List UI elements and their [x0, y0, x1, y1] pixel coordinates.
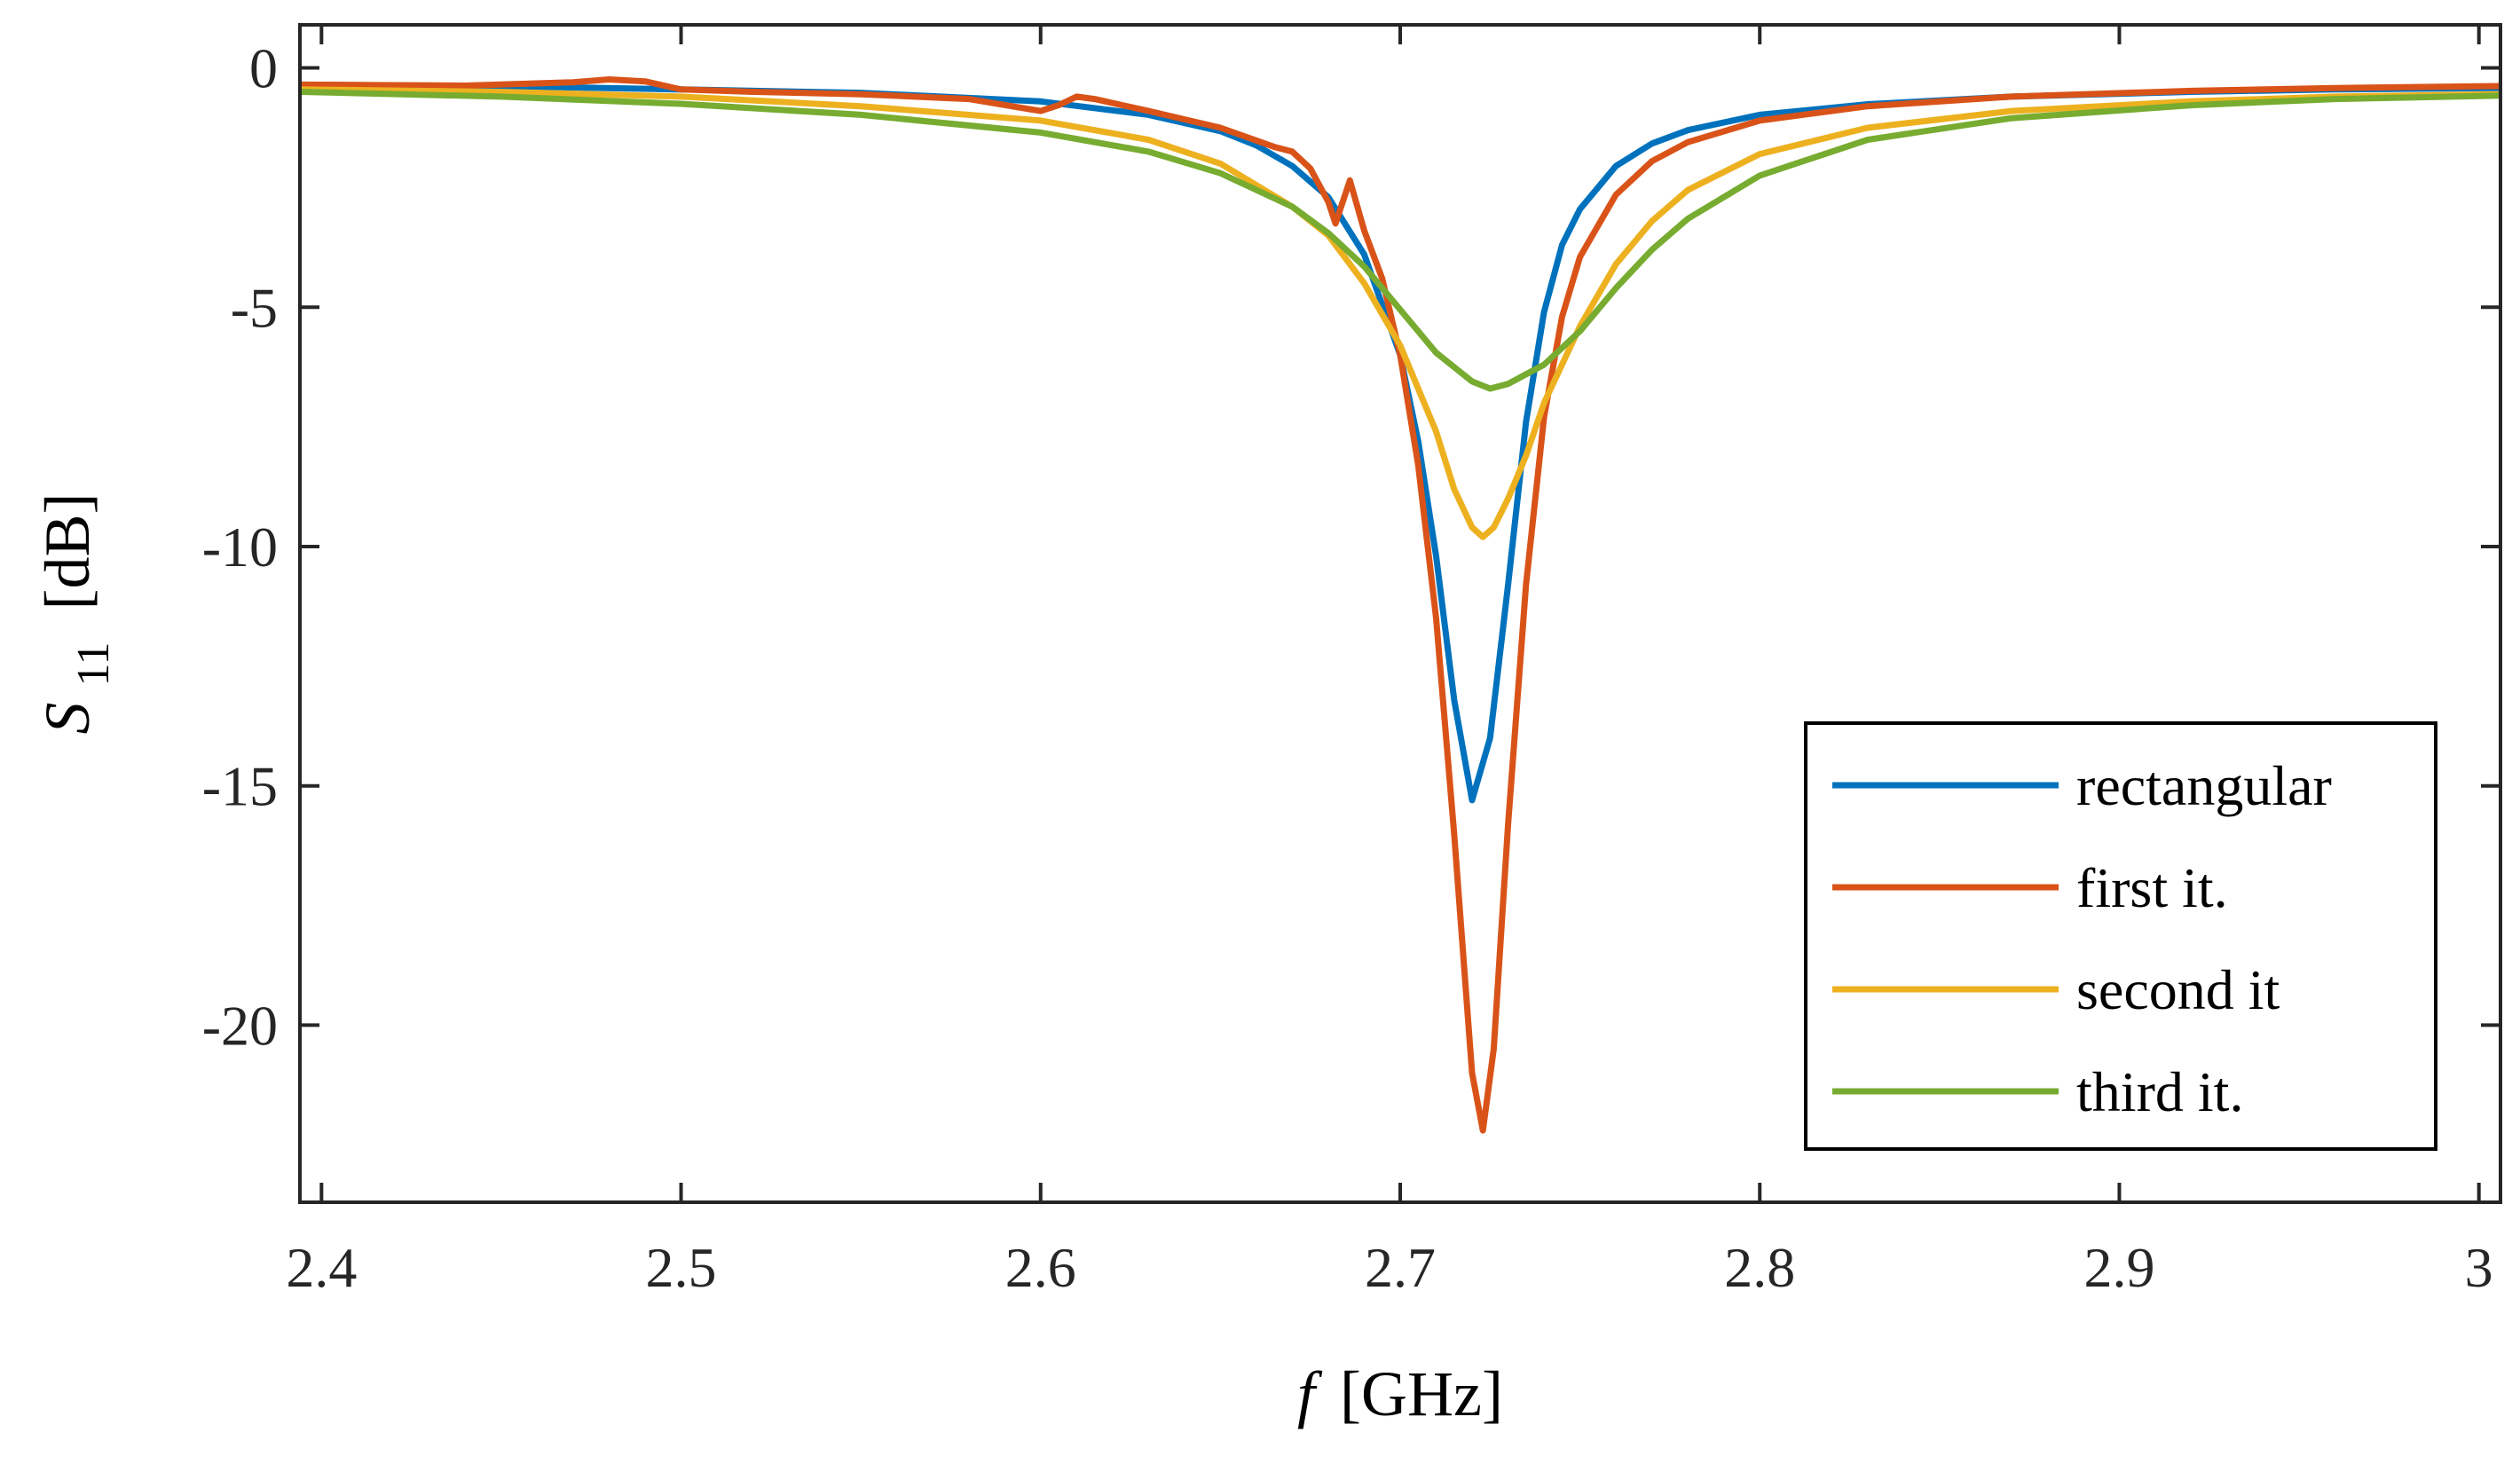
series-layer [300, 76, 2500, 1134]
x-tick-label: 2.8 [1724, 1236, 1795, 1299]
legend: rectangular first it. second it third it. [1804, 721, 2437, 1151]
series-line-2 [300, 76, 2500, 1134]
legend-items: rectangular first it. second it third it. [1832, 754, 2332, 1123]
series-line-4 [300, 89, 2500, 392]
x-tick-label: 2.9 [2083, 1236, 2154, 1299]
x-tick-label: 2.6 [1005, 1236, 1076, 1299]
y-axis-ticks: 0 -5 -10 -15 -20 [202, 37, 2500, 1057]
legend-label-1: rectangular [2076, 754, 2332, 817]
x-tick-label: 2.4 [286, 1236, 357, 1299]
y-axis-title: S 11 [dB] [32, 492, 122, 734]
y-axis-subscript: 11 [68, 641, 119, 686]
y-tick-label: -5 [231, 276, 278, 339]
legend-box [1804, 721, 2437, 1151]
x-tick-label: 2.7 [1365, 1236, 1436, 1299]
legend-label-2: first it. [2076, 856, 2228, 919]
legend-label-3: second it [2076, 958, 2280, 1021]
y-tick-label: -15 [202, 755, 278, 818]
x-axis-symbol: f [1297, 1358, 1323, 1429]
y-tick-label: 0 [249, 37, 278, 100]
series-line-3 [300, 86, 2500, 540]
series-line-1 [300, 81, 2500, 804]
x-tick-label: 2.5 [646, 1236, 717, 1299]
x-tick-label: 3 [2465, 1236, 2493, 1299]
y-axis-unit: [dB] [32, 492, 103, 610]
y-axis-symbol: S [32, 703, 103, 735]
x-axis-unit: [GHz] [1340, 1358, 1503, 1429]
y-tick-label: -10 [202, 516, 278, 579]
y-tick-label: -20 [202, 994, 278, 1057]
x-axis-ticks: 2.4 2.5 2.6 2.7 2.8 2.9 3 [286, 25, 2493, 1299]
x-axis-title: f [GHz] [1297, 1358, 1503, 1429]
legend-label-4: third it. [2076, 1060, 2243, 1123]
